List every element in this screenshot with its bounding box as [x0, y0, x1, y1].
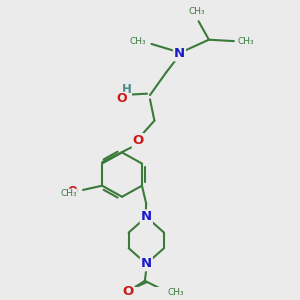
Text: N: N	[174, 47, 185, 60]
Text: H: H	[122, 83, 131, 96]
Text: N: N	[141, 210, 152, 224]
Text: O: O	[122, 285, 134, 298]
Text: CH₃: CH₃	[238, 37, 254, 46]
Text: N: N	[141, 257, 152, 270]
Text: CH₃: CH₃	[189, 7, 206, 16]
Text: CH₃: CH₃	[60, 189, 77, 198]
Text: CH₃: CH₃	[167, 288, 184, 297]
Text: O: O	[133, 134, 144, 147]
Text: O: O	[68, 185, 78, 198]
Text: CH₃: CH₃	[130, 37, 146, 46]
Text: O: O	[117, 92, 127, 105]
